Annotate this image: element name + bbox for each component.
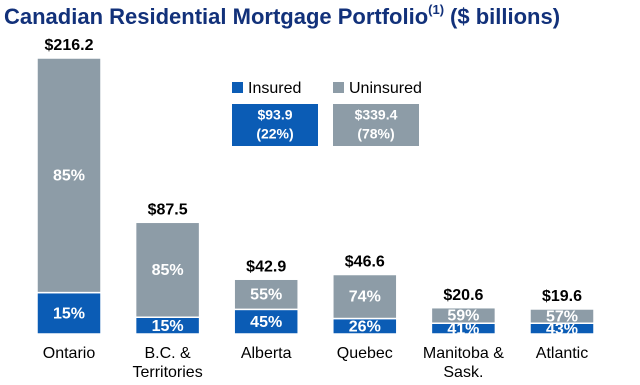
segment-label: 85% [152, 262, 184, 279]
legend-swatch [232, 82, 243, 93]
segment-label: 59% [447, 308, 479, 325]
title-note: (1) [428, 2, 444, 17]
x-tick-label: Ontario [42, 345, 96, 362]
x-tick-label: Quebec [336, 345, 393, 362]
legend-label: Uninsured [349, 80, 422, 97]
segment-label: 74% [349, 289, 381, 306]
total-label: $87.5 [148, 202, 188, 219]
bar-segment [134, 221, 201, 318]
total-label: $216.2 [45, 37, 94, 54]
segment-label: 15% [152, 318, 184, 335]
summary-label: $339.4 [355, 107, 398, 123]
segment-label: 43% [546, 321, 578, 338]
title-unit: ($ billions) [450, 4, 560, 29]
segment-label: 26% [349, 318, 381, 335]
summary-label: $93.9 [257, 107, 292, 123]
total-label: $20.6 [443, 287, 483, 304]
total-label: $19.6 [542, 288, 582, 305]
legend-swatch [333, 82, 344, 93]
x-tick-label: Atlantic [535, 345, 589, 362]
title-main: Canadian Residential Mortgage Portfolio [4, 4, 428, 29]
segment-label: 45% [250, 314, 282, 331]
bar-segment [233, 308, 299, 335]
x-tick-label: Alberta [240, 345, 292, 362]
bar-segment [36, 291, 102, 335]
x-tick-label: B.C. & Territories [132, 345, 203, 381]
bar-segment [233, 278, 299, 311]
summary-box [333, 104, 419, 146]
summary-box [232, 104, 318, 146]
bar-segment [430, 306, 497, 324]
summary-label: (78%) [357, 126, 394, 142]
segment-label: 57% [546, 308, 578, 325]
segment-label: 85% [53, 168, 85, 185]
bar-segment [332, 273, 398, 320]
segment-label: 55% [250, 287, 282, 304]
bar-segment [36, 57, 102, 294]
legend-label: Insured [248, 80, 301, 97]
bar-segment [529, 308, 595, 324]
x-tick-label: Manitoba & Sask. [422, 345, 504, 381]
chart-title: Canadian Residential Mortgage Portfolio(… [4, 2, 560, 28]
segment-label: 41% [447, 321, 479, 338]
total-label: $46.6 [345, 254, 385, 271]
total-label: $42.9 [246, 258, 286, 275]
segment-label: 15% [53, 306, 85, 323]
summary-label: (22%) [256, 126, 293, 142]
